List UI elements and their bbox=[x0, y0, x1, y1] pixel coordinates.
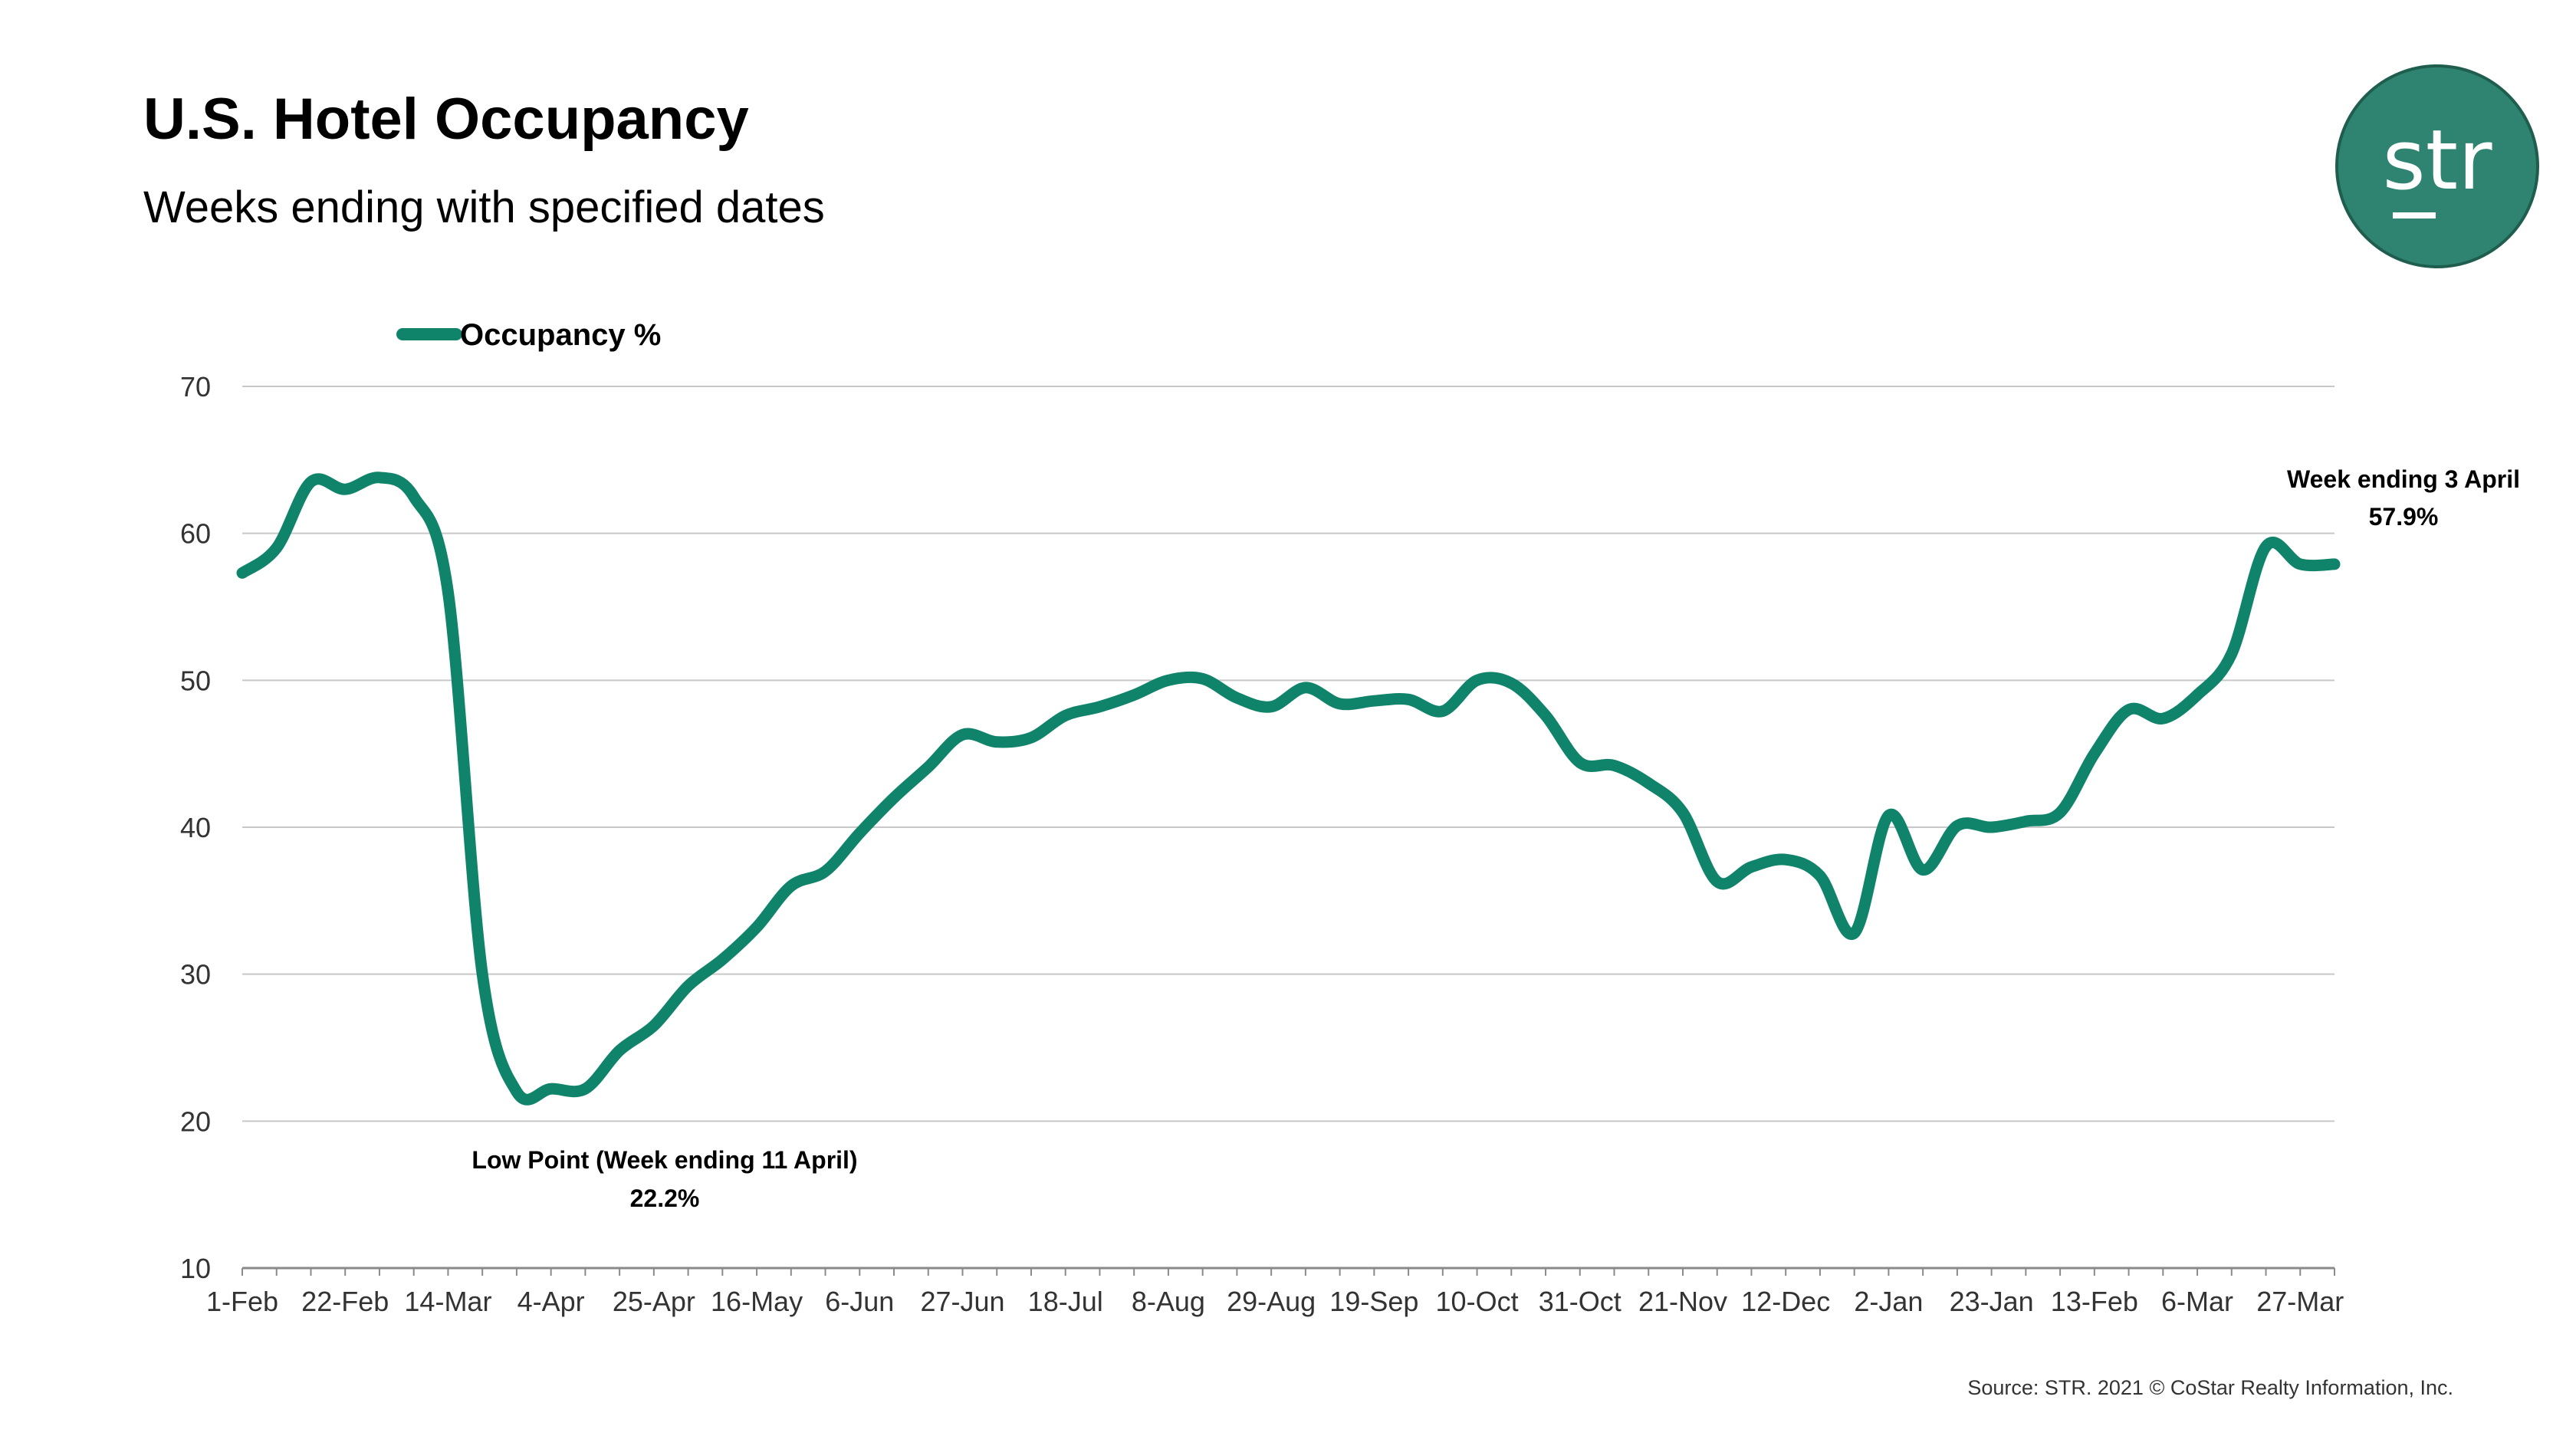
data-points bbox=[239, 475, 2338, 1095]
y-tick-label: 40 bbox=[180, 812, 211, 843]
x-tick-label: 12-Dec bbox=[1741, 1286, 1830, 1317]
y-tick-label: 20 bbox=[180, 1106, 211, 1137]
legend-label: Occupancy % bbox=[460, 318, 661, 352]
low-point-value: 22.2% bbox=[630, 1184, 700, 1212]
legend: Occupancy % bbox=[396, 318, 661, 352]
y-axis-ticks: 10 20 30 40 50 60 70 bbox=[180, 371, 211, 1284]
x-tick-label: 19-Sep bbox=[1329, 1286, 1418, 1317]
x-axis-ticks: 1-Feb 22-Feb 14-Mar 4-Apr 25-Apr 16-May 6-Jun 2… bbox=[206, 1268, 2344, 1317]
x-tick-label: 31-Oct bbox=[1539, 1286, 1622, 1317]
x-tick-label: 27-Mar bbox=[2256, 1286, 2344, 1317]
x-tick-label: 6-Jun bbox=[825, 1286, 894, 1317]
y-tick-label: 10 bbox=[180, 1253, 211, 1284]
chart-subtitle: Weeks ending with specified dates bbox=[143, 182, 825, 232]
latest-week-annotation: Week ending 3 April bbox=[2287, 465, 2520, 493]
x-tick-label: 27-Jun bbox=[920, 1286, 1004, 1317]
y-tick-label: 50 bbox=[180, 665, 211, 696]
x-tick-label: 29-Aug bbox=[1227, 1286, 1316, 1317]
x-tick-label: 2-Jan bbox=[1854, 1286, 1923, 1317]
x-tick-label: 16-May bbox=[711, 1286, 803, 1317]
series-line-occupancy bbox=[236, 472, 2341, 1106]
x-tick-label: 1-Feb bbox=[206, 1286, 278, 1317]
x-tick-label: 6-Mar bbox=[2161, 1286, 2233, 1317]
x-tick-label: 22-Feb bbox=[301, 1286, 389, 1317]
x-tick-label: 18-Jul bbox=[1028, 1286, 1103, 1317]
x-tick-label: 13-Feb bbox=[2051, 1286, 2138, 1317]
y-tick-label: 70 bbox=[180, 371, 211, 402]
y-tick-label: 30 bbox=[180, 959, 211, 991]
x-tick-label: 10-Oct bbox=[1436, 1286, 1519, 1317]
x-tick-label: 21-Nov bbox=[1638, 1286, 1727, 1317]
x-tick-label: 4-Apr bbox=[518, 1286, 585, 1317]
x-tick-label: 14-Mar bbox=[404, 1286, 491, 1317]
str-logo: str bbox=[2335, 64, 2539, 268]
gridlines bbox=[242, 386, 2334, 1122]
chart-title: U.S. Hotel Occupancy bbox=[143, 87, 749, 152]
latest-week-value: 57.9% bbox=[2369, 503, 2439, 531]
annotations: Low Point (Week ending 11 April) 22.2% W… bbox=[472, 465, 2520, 1212]
x-tick-label: 25-Apr bbox=[613, 1286, 695, 1317]
x-tick-label: 8-Aug bbox=[1132, 1286, 1205, 1317]
logo-text: str bbox=[2382, 113, 2492, 209]
x-tick-label: 23-Jan bbox=[1950, 1286, 2034, 1317]
source-note: Source: STR. 2021 © CoStar Realty Inform… bbox=[1967, 1376, 2453, 1399]
y-tick-label: 60 bbox=[180, 518, 211, 550]
low-point-annotation: Low Point (Week ending 11 April) bbox=[472, 1146, 857, 1174]
